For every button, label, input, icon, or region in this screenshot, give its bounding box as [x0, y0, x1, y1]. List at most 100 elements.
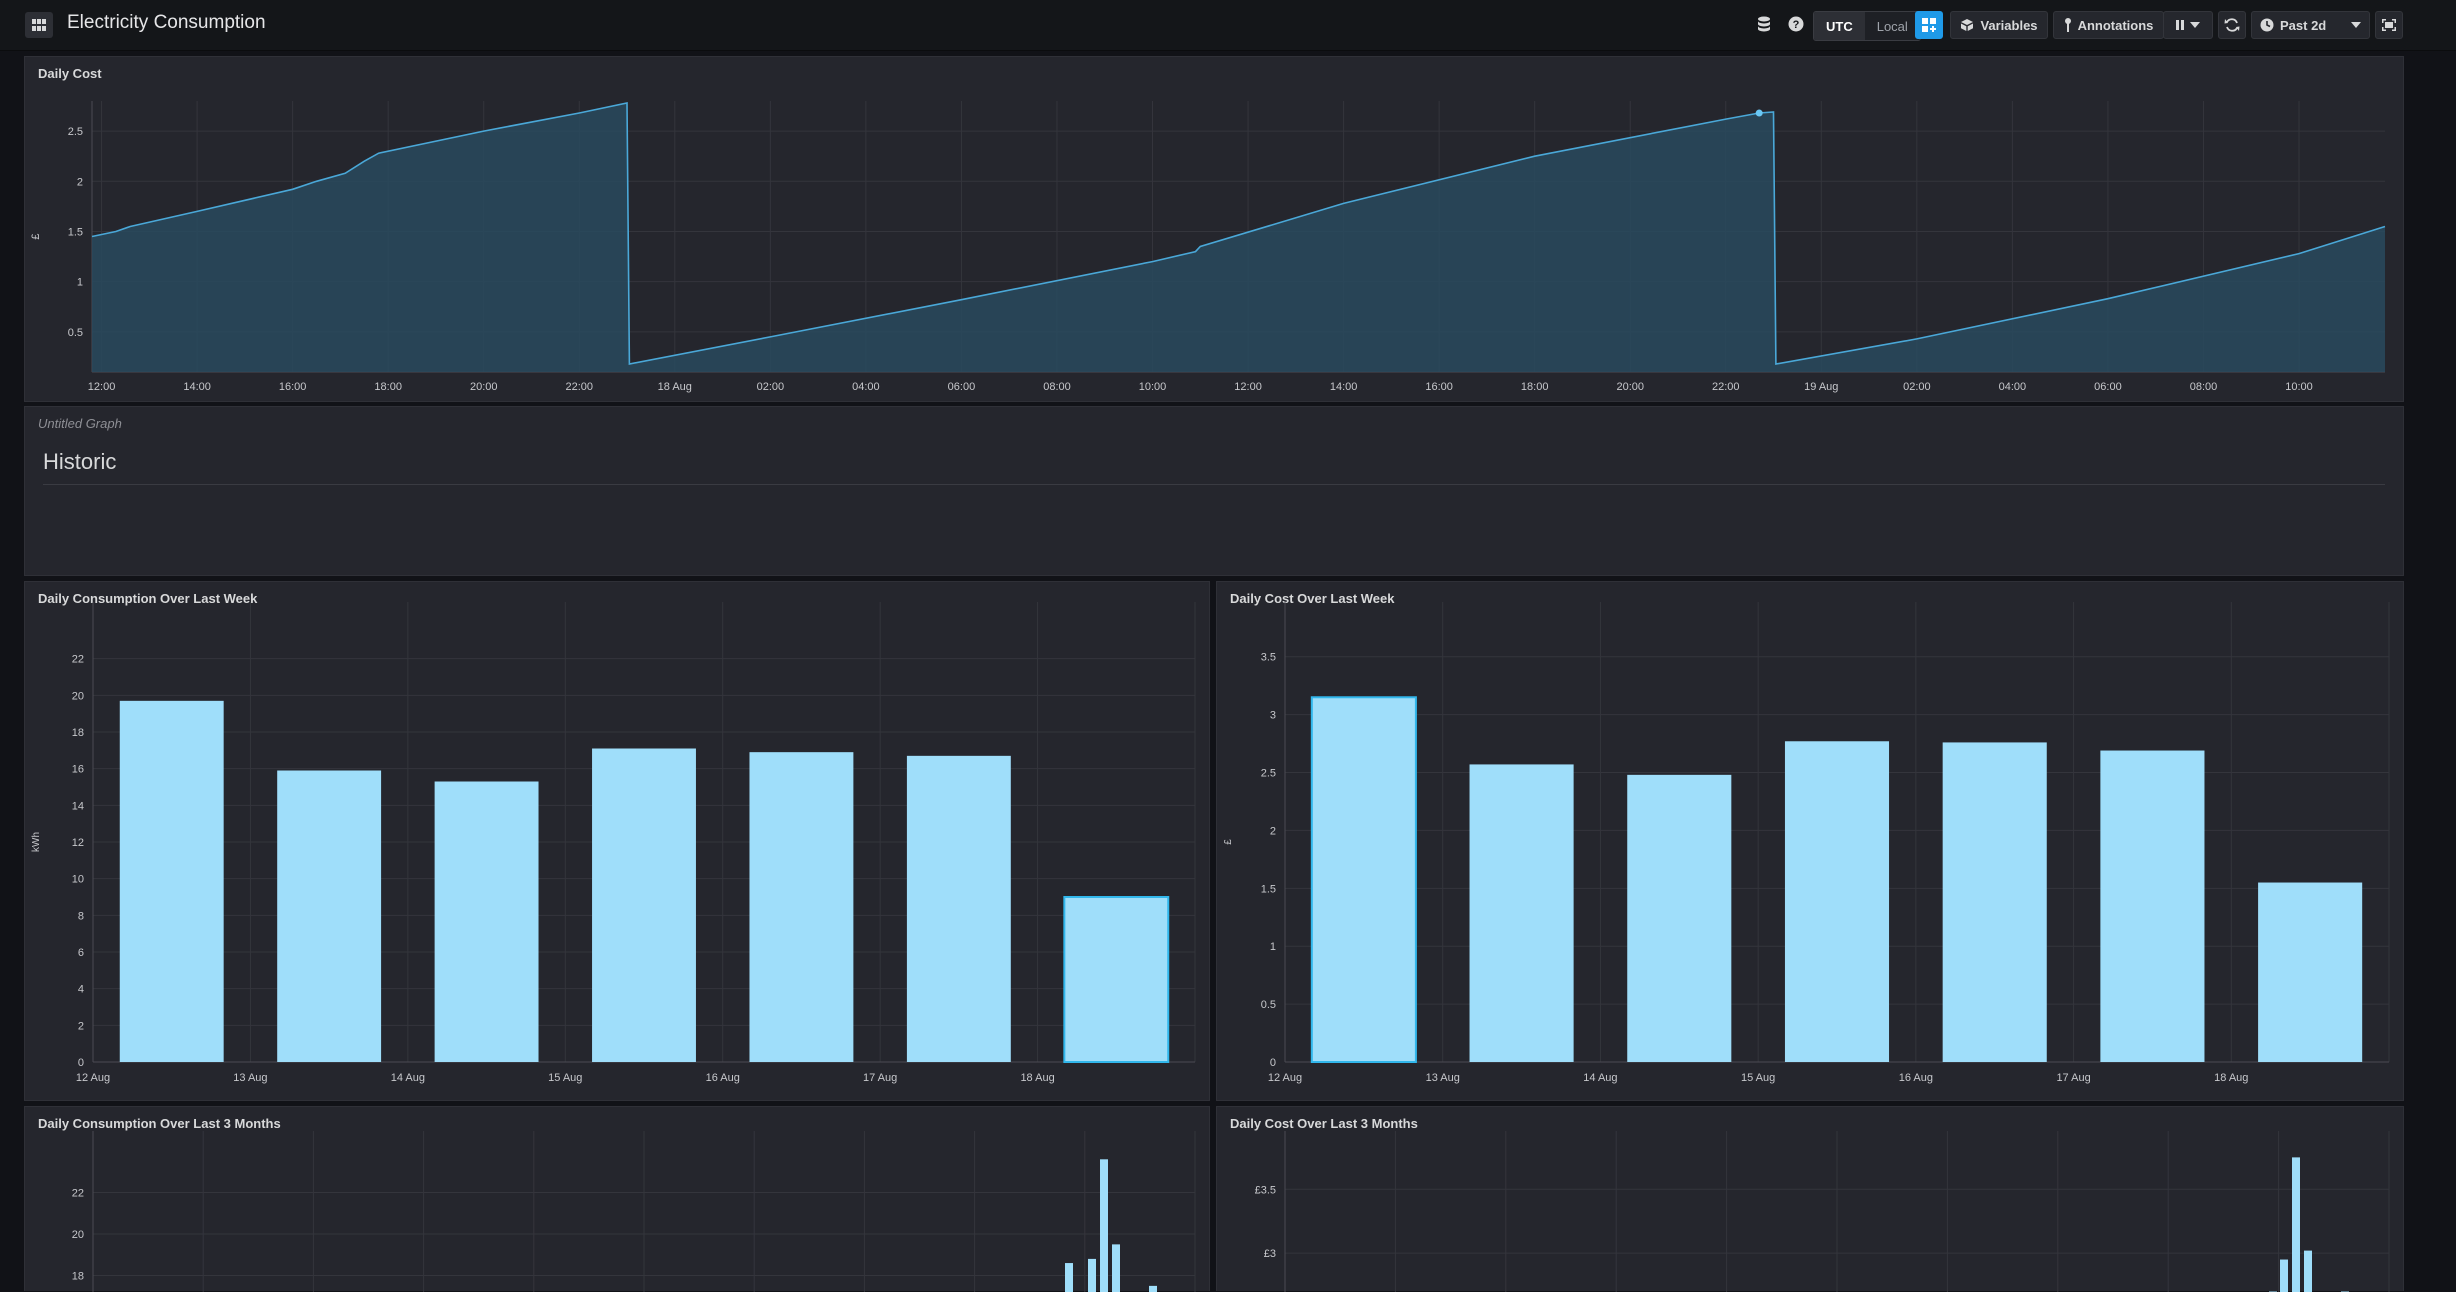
- y-tick-label: 18: [72, 1271, 84, 1283]
- time-range-dropdown[interactable]: Past 2d: [2251, 11, 2370, 39]
- timezone-utc[interactable]: UTC: [1814, 12, 1865, 40]
- y-tick-label: 4: [78, 984, 84, 996]
- y-tick-label: 20: [72, 1229, 84, 1241]
- grid-menu-icon: [32, 19, 46, 31]
- consumption-week-chart[interactable]: 0 2 4 6 8 10 12 14 16 18 20 22 12 Aug 13 Aug 14 Aug 15 …: [25, 582, 1211, 1102]
- y-tick-label: 0.5: [1261, 999, 1276, 1011]
- x-tick-label: 18:00: [374, 381, 402, 393]
- x-tick-label: 16:00: [279, 381, 307, 393]
- bar: [1784, 741, 1890, 1062]
- y-tick-label: 6: [78, 947, 84, 959]
- y-tick-label: 20: [72, 690, 84, 702]
- y-tick-label: 1: [1270, 941, 1276, 953]
- y-tick-label: 1.5: [68, 226, 83, 238]
- panel-title: Daily Cost: [38, 66, 102, 81]
- x-tick-label: 16 Aug: [706, 1072, 740, 1084]
- historic-panel: Untitled Graph Historic: [24, 406, 2404, 576]
- y-tick-label: 2: [1270, 825, 1276, 837]
- x-tick-label: 10:00: [2285, 381, 2313, 393]
- y-axis-label: kWh: [31, 832, 42, 852]
- svg-text:?: ?: [1793, 19, 1800, 31]
- y-tick-label: 14: [72, 800, 84, 812]
- bar: [434, 781, 539, 1062]
- bar: [1100, 1159, 1108, 1292]
- x-tick-label: 04:00: [852, 381, 880, 393]
- daily-cost-chart[interactable]: 0.5 1 1.5 2 2.5 12:00 14:00 16:00 18:00 20:00 22:0…: [25, 57, 2405, 403]
- y-tick-label: 8: [78, 910, 84, 922]
- y-axis-label: £: [1223, 839, 1234, 845]
- x-tick-label: 08:00: [2190, 381, 2218, 393]
- add-cell-button[interactable]: [1915, 11, 1943, 39]
- x-tick-label: 14:00: [183, 381, 211, 393]
- daily-cost-panel: Daily Cost 0.5 1 1.5 2 2.5 12:00 14:00 16:00 18:…: [24, 56, 2404, 402]
- x-tick-label: 18:00: [1521, 381, 1549, 393]
- cost-3m-chart[interactable]: £3 £3.5: [1217, 1107, 2405, 1292]
- grid-menu-button[interactable]: [25, 12, 53, 38]
- consumption-3m-panel: Daily Consumption Over Last 3 Months 18 2…: [24, 1106, 1211, 1292]
- annotations-label: Annotations: [2077, 17, 2154, 33]
- x-tick-label: 08:00: [1043, 381, 1071, 393]
- panel-title: Daily Cost Over Last Week: [1230, 591, 1395, 606]
- x-tick-label: 13 Aug: [233, 1072, 267, 1084]
- database-icon[interactable]: [1753, 13, 1775, 35]
- y-tick-label: 0: [1270, 1057, 1276, 1069]
- timezone-local[interactable]: Local: [1864, 12, 1920, 40]
- y-tick-label: 22: [72, 1188, 84, 1200]
- y-tick-label: 12: [72, 837, 84, 849]
- x-tick-label: 16:00: [1425, 381, 1453, 393]
- bar: [277, 770, 382, 1062]
- y-tick-label: 2.5: [1261, 768, 1276, 780]
- y-tick-label: 1: [77, 277, 83, 289]
- panel-title: Untitled Graph: [38, 416, 122, 431]
- dashboard-header: Electricity Consumption ? UTC Local Vari…: [0, 0, 2456, 51]
- y-tick-label: 10: [72, 874, 84, 886]
- bar: [2292, 1157, 2300, 1292]
- x-tick-label: 20:00: [1616, 381, 1644, 393]
- bar: [906, 755, 1011, 1062]
- y-tick-label: 0: [78, 1057, 84, 1069]
- refresh-button[interactable]: [2218, 11, 2246, 39]
- annotations-button[interactable]: Annotations: [2053, 11, 2164, 39]
- cost-week-chart[interactable]: 0 0.5 1 1.5 2 2.5 3 3.5 12 Aug 13 Aug 14 Aug 15 Aug…: [1217, 582, 2405, 1102]
- timezone-toggle[interactable]: UTC Local: [1813, 11, 1921, 41]
- bar: [592, 748, 696, 1062]
- y-tick-label: 3: [1270, 710, 1276, 722]
- help-icon[interactable]: ?: [1785, 13, 1807, 35]
- series-area: [92, 103, 2385, 372]
- bar: [1112, 1244, 1120, 1292]
- bar: [1149, 1285, 1157, 1292]
- x-tick-label: 14 Aug: [391, 1072, 425, 1084]
- autorefresh-dropdown[interactable]: [2163, 11, 2213, 39]
- variables-icon: [1961, 19, 1974, 31]
- bar: [1310, 696, 1417, 1064]
- y-tick-label: 3.5: [1261, 652, 1276, 664]
- hover-point: [1755, 109, 1763, 117]
- panel-title: Daily Cost Over Last 3 Months: [1230, 1116, 1418, 1131]
- consumption-3m-chart[interactable]: 18 20 22: [25, 1107, 1211, 1292]
- x-tick-label: 06:00: [2094, 381, 2122, 393]
- bar: [2304, 1250, 2312, 1292]
- fullscreen-icon: [2382, 19, 2396, 31]
- x-tick-label: 19 Aug: [1804, 381, 1838, 393]
- variables-button[interactable]: Variables: [1950, 11, 2048, 39]
- x-tick-label: 18 Aug: [1020, 1072, 1054, 1084]
- series-line: [91, 102, 2386, 365]
- bar: [2280, 1259, 2288, 1292]
- y-tick-label: 18: [72, 727, 84, 739]
- chevron-down-icon: [2190, 22, 2200, 28]
- y-tick-label: 2: [77, 176, 83, 188]
- y-tick-label: £3: [1264, 1248, 1276, 1260]
- chevron-down-icon: [2351, 22, 2361, 28]
- bar: [1088, 1258, 1096, 1292]
- x-tick-label: 12:00: [1234, 381, 1262, 393]
- bar: [119, 700, 224, 1062]
- variables-label: Variables: [1980, 17, 2038, 33]
- x-tick-label: 13 Aug: [1426, 1072, 1460, 1084]
- clock-icon: [2260, 18, 2274, 32]
- refresh-icon: [2224, 18, 2240, 32]
- x-tick-label: 02:00: [757, 381, 785, 393]
- fullscreen-button[interactable]: [2375, 11, 2403, 39]
- x-tick-label: 04:00: [1999, 381, 2027, 393]
- x-tick-label: 22:00: [1712, 381, 1740, 393]
- y-axis-label: £: [30, 233, 42, 239]
